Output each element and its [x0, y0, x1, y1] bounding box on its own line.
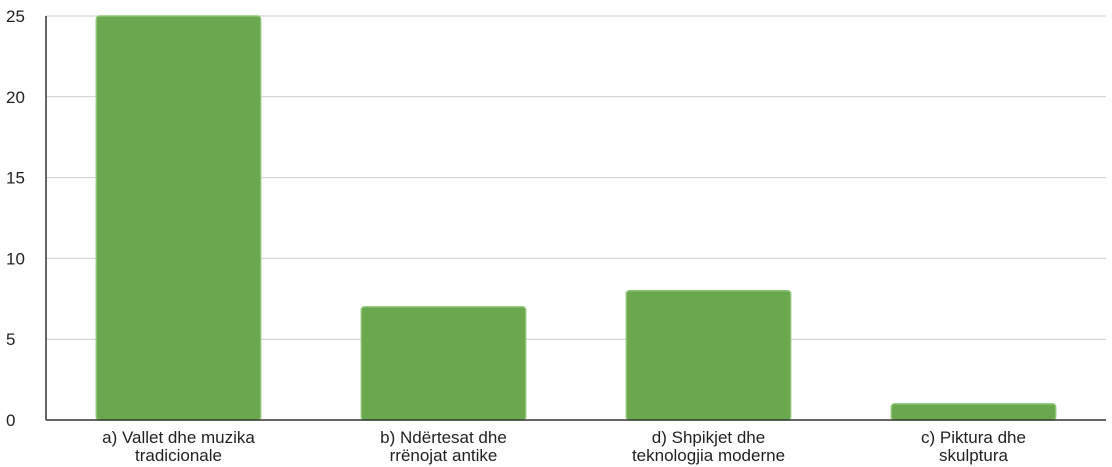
x-axis-labels: a) Vallet dhe muzika tradicionale b) Ndërt… — [102, 428, 1026, 465]
y-axis-ticks: 0 5 10 15 20 25 — [6, 7, 25, 430]
y-tick-label: 5 — [6, 330, 15, 349]
x-category-label: c) Piktura dhe skulptura — [921, 428, 1026, 465]
bar — [625, 289, 792, 421]
x-category-label-line: b) Ndërtesat dhe — [380, 428, 507, 447]
y-tick-label: 20 — [6, 88, 25, 107]
x-category-label-line: a) Vallet dhe muzika — [102, 428, 255, 447]
x-category-label-line: c) Piktura dhe — [921, 428, 1026, 447]
bar — [95, 15, 262, 421]
x-category-label-line: teknologjia moderne — [632, 446, 785, 465]
x-category-label-line: skulptura — [939, 446, 1009, 465]
x-category-label: b) Ndërtesat dhe rrënojat antike — [380, 428, 507, 465]
x-category-label: a) Vallet dhe muzika tradicionale — [102, 428, 255, 465]
x-category-label-line: d) Shpikjet dhe — [652, 428, 765, 447]
x-category-label-line: rrënojat antike — [390, 446, 498, 465]
y-tick-label: 15 — [6, 169, 25, 188]
bar — [360, 306, 527, 421]
y-tick-label: 10 — [6, 249, 25, 268]
y-tick-label: 0 — [6, 411, 15, 430]
y-tick-label: 25 — [6, 7, 25, 26]
x-category-label-line: tradicionale — [135, 446, 222, 465]
x-category-label: d) Shpikjet dhe teknologjia moderne — [632, 428, 785, 465]
bars — [95, 15, 1057, 421]
bar — [890, 403, 1057, 421]
